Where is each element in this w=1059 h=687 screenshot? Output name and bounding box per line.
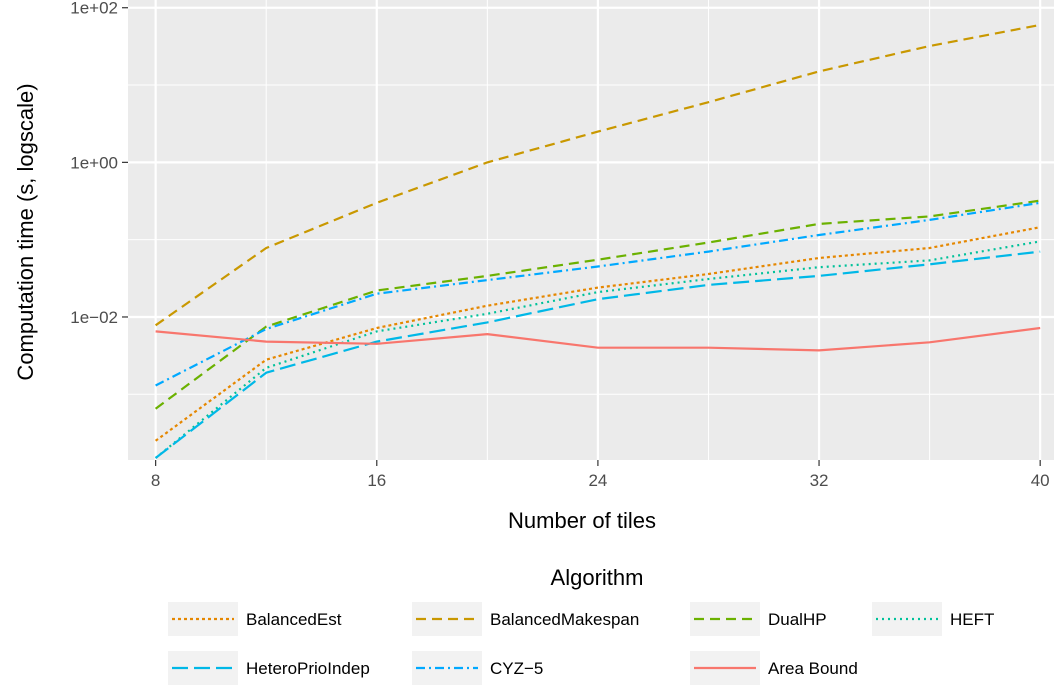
legend-item: HeteroPrioIndep: [168, 651, 370, 685]
x-tick-label: 16: [367, 471, 386, 490]
x-tick-label: 32: [810, 471, 829, 490]
legend-label: DualHP: [768, 610, 827, 629]
legend-item: CYZ−5: [412, 651, 543, 685]
series-line-area-bound: [155, 326, 1041, 352]
legend-item: BalancedMakespan: [412, 602, 639, 636]
series-line-balancedest: [154, 226, 1041, 442]
series-line-balancedmakespan: [154, 23, 1041, 327]
grid-lines: [128, 0, 1054, 460]
series-lines: [154, 23, 1041, 459]
y-tick-label: 1e+00: [70, 153, 118, 172]
legend-item: Area Bound: [690, 651, 858, 685]
legend-label: HEFT: [950, 610, 994, 629]
y-axis: 1e−02 1e+00 1e+02: [70, 0, 128, 327]
legend: BalancedEst BalancedMakespan DualHP HEFT Het…: [168, 602, 994, 685]
series-line-dualhp: [154, 199, 1041, 410]
x-tick-label: 24: [588, 471, 607, 490]
y-tick-label: 1e+02: [70, 0, 118, 18]
legend-label: HeteroPrioIndep: [246, 659, 370, 678]
series-line-heft: [154, 240, 1041, 459]
x-tick-label: 40: [1031, 471, 1050, 490]
plot-panel: [128, 0, 1054, 460]
legend-label: BalancedMakespan: [490, 610, 639, 629]
legend-item: BalancedEst: [168, 602, 342, 636]
legend-label: Area Bound: [768, 659, 858, 678]
series-line-cyz-5: [155, 201, 1041, 387]
y-axis-title: Computation time (s, logscale): [13, 83, 38, 380]
legend-label: BalancedEst: [246, 610, 342, 629]
y-tick-label: 1e−02: [70, 308, 118, 327]
legend-label: CYZ−5: [490, 659, 543, 678]
legend-item: HEFT: [872, 602, 994, 636]
legend-item: DualHP: [690, 602, 827, 636]
x-axis: 8 16 24 32 40: [151, 460, 1050, 490]
series-line-heteroprioindep: [154, 250, 1041, 459]
x-axis-title: Number of tiles: [508, 508, 656, 533]
x-tick-label: 8: [151, 471, 160, 490]
legend-title: Algorithm: [551, 565, 644, 590]
